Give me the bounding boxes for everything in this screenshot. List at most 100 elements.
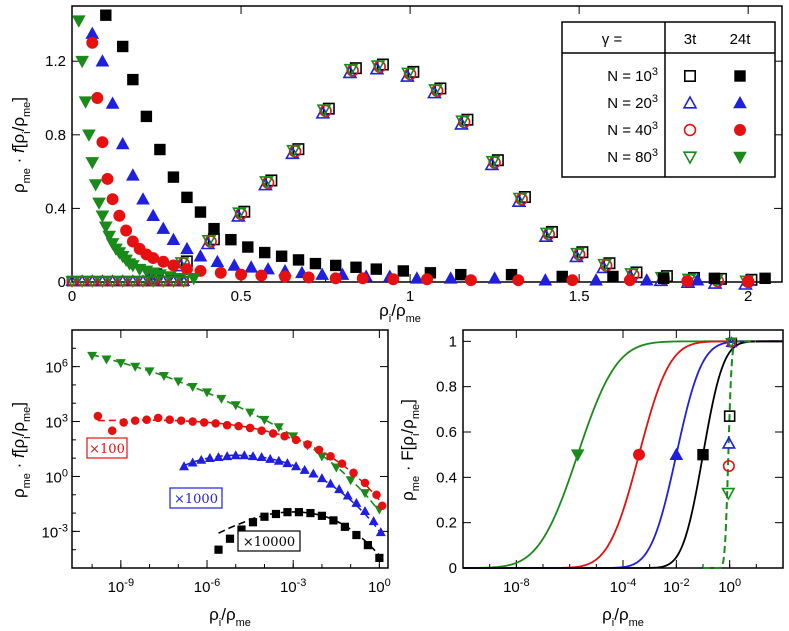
br-dashed-curve	[703, 340, 756, 569]
bl-point	[259, 415, 270, 425]
bl-point	[158, 371, 169, 381]
bl-point	[329, 516, 338, 525]
br-cdf-curve	[463, 340, 784, 569]
top-24t-point	[193, 249, 208, 262]
legend: γ = 3t 24t N = 103 N = 203 N = 403 N = 803	[561, 21, 776, 178]
bl-point	[230, 450, 241, 460]
bl-point	[247, 451, 258, 461]
bl-point	[340, 522, 350, 531]
top-24t-point	[387, 273, 400, 286]
top-y-tick-label: 1.2	[45, 53, 66, 70]
top-24t-point	[180, 263, 193, 276]
br-median-marker	[669, 447, 684, 460]
bl-point	[368, 516, 379, 526]
bl-point	[273, 423, 284, 433]
bl-point	[294, 508, 304, 517]
top-baseline-point	[146, 276, 160, 288]
bottom-right-plot-frame	[462, 329, 784, 569]
top-baseline-point	[65, 276, 79, 288]
bl-point	[119, 418, 128, 427]
bl-point	[188, 417, 197, 426]
bl-point	[316, 473, 327, 483]
top-24t-point	[78, 96, 93, 109]
top-24t-point	[117, 40, 129, 53]
bottom-right-y-axis-label: ρme · F[ρi/ρme]	[398, 399, 422, 501]
top-24t-point	[181, 191, 193, 204]
bottom-left-marks	[87, 351, 387, 563]
bl-point	[299, 464, 310, 474]
top-x-tick-label: 0.5	[231, 288, 252, 305]
legend-marker-24t	[734, 124, 746, 136]
legend-row-label: N = 403	[607, 120, 658, 139]
bl-y-tick-label: 103	[45, 413, 68, 432]
bl-point	[363, 541, 372, 550]
top-3t-point	[232, 207, 247, 221]
top-24t-point	[180, 241, 194, 255]
bl-point	[87, 351, 98, 361]
top-3t-point	[570, 247, 585, 262]
top-24t-point	[708, 272, 721, 285]
top-baseline-point	[136, 276, 150, 288]
top-panel: 0 0.5 1 1.5 2 0 0.4 0.8 1.2 ρi/ρme ρme · f[ρi/ρm…	[9, 5, 783, 325]
top-3t-point	[259, 176, 274, 190]
top-24t-point	[106, 193, 119, 206]
top-24t-point	[194, 206, 207, 218]
legend-marker-24t	[733, 151, 747, 165]
bl-y-tick-label: 100	[45, 467, 68, 486]
br-x-tick-label: 10-4	[610, 577, 636, 596]
bl-point	[256, 452, 267, 462]
top-24t-point	[85, 157, 100, 170]
top-24t-point	[227, 258, 242, 271]
bl-point	[360, 478, 370, 488]
br-open-marker	[722, 459, 735, 473]
top-24t-point	[75, 55, 89, 69]
top-24t-point	[330, 259, 342, 272]
scale-label-x10000: ×10000	[243, 535, 295, 550]
top-3t-point	[370, 60, 386, 74]
bl-point	[314, 445, 324, 455]
bl-point	[334, 484, 345, 494]
bl-point	[214, 545, 223, 554]
legend-header: γ =	[602, 31, 623, 48]
bl-point	[222, 420, 232, 430]
top-24t-point	[115, 136, 130, 150]
top-24t-point	[88, 179, 103, 192]
top-24t-point	[657, 272, 670, 285]
bl-point	[248, 518, 258, 527]
top-24t-point	[538, 273, 553, 286]
top-24t-point	[95, 54, 110, 67]
top-3t-point	[624, 268, 639, 282]
top-baseline-point	[116, 276, 130, 288]
top-24t-point	[214, 266, 227, 279]
bl-point	[291, 435, 301, 445]
bl-point	[213, 452, 224, 462]
top-x-tick-label: 0	[68, 288, 76, 305]
br-open-marker	[721, 435, 736, 449]
legend-marker-3t	[683, 123, 697, 137]
br-median-marker	[697, 448, 709, 461]
bl-point	[202, 388, 213, 398]
top-y-tick-label: 0.4	[45, 200, 66, 217]
br-x-tick-label: 100	[718, 577, 741, 596]
top-24t-point	[370, 263, 382, 275]
br-x-tick-label: 10-8	[503, 577, 529, 596]
top-24t-point	[208, 222, 220, 235]
scale-box-x100	[86, 437, 128, 459]
top-24t-point	[421, 273, 433, 286]
top-24t-point	[166, 232, 181, 245]
bottom-left-scale-labels: ×100 ×1000 ×10000	[86, 437, 301, 552]
top-24t-point	[186, 273, 201, 286]
bl-point	[291, 461, 302, 471]
bottom-right-ticks: 10-8 10-4 10-2 100 0 0.2 0.4 0.6 0.8 1	[436, 330, 784, 596]
top-24t-point	[225, 233, 237, 246]
top-24t-point	[127, 73, 139, 86]
bl-point	[303, 440, 312, 449]
legend-rows: N = 103 N = 203 N = 403 N = 803	[607, 66, 747, 166]
bl-point	[268, 429, 278, 438]
top-marks	[65, 9, 771, 290]
bottom-right-marks	[462, 336, 784, 569]
bottom-left-panel: 10-9 10-6 10-3 100 10-3 100 103 106 ×100 ×1000 …	[9, 329, 391, 629]
bl-point	[165, 415, 174, 424]
bl-point	[377, 501, 387, 511]
bl-point	[372, 490, 381, 500]
